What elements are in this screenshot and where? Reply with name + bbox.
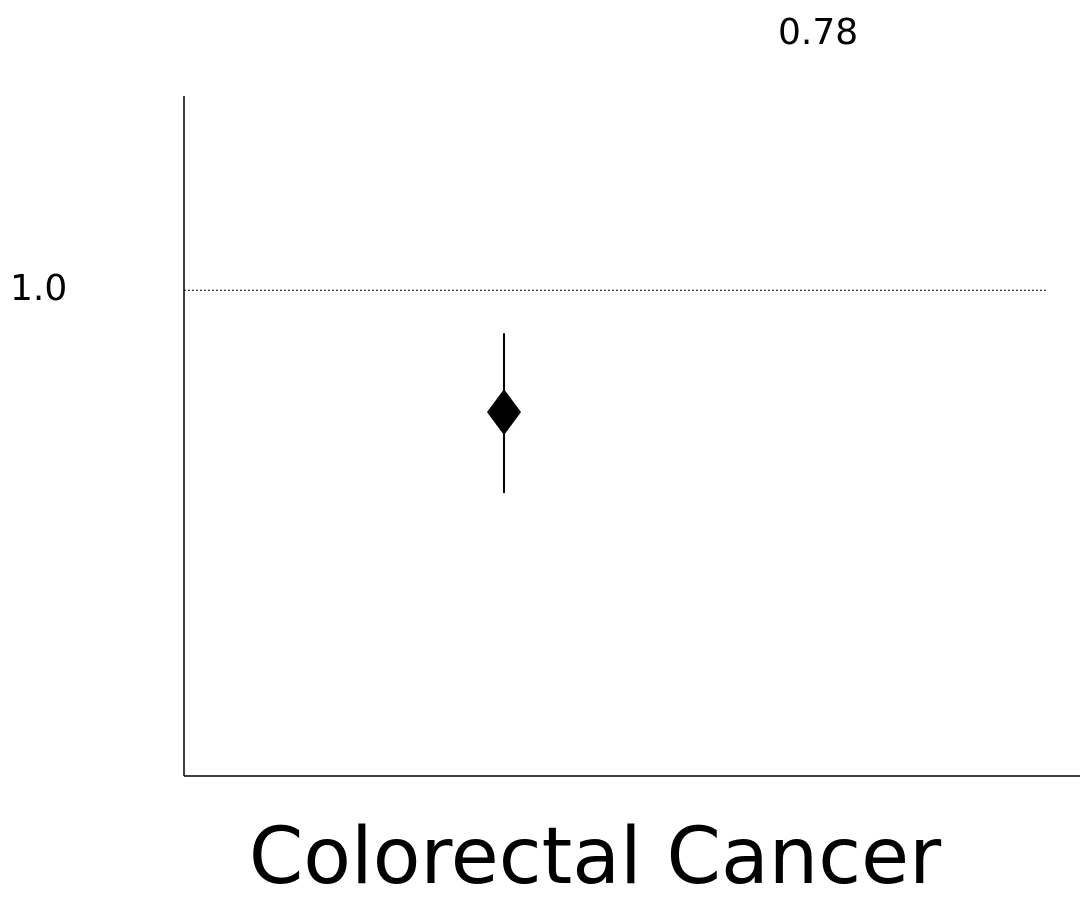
chart-marks <box>184 289 1048 493</box>
point-estimate-marker <box>487 389 521 436</box>
reference-line-label: 1.0 <box>10 268 68 309</box>
point-estimate-label: 0.78 <box>778 12 859 53</box>
category-label: Colorectal Cancer <box>248 812 942 902</box>
